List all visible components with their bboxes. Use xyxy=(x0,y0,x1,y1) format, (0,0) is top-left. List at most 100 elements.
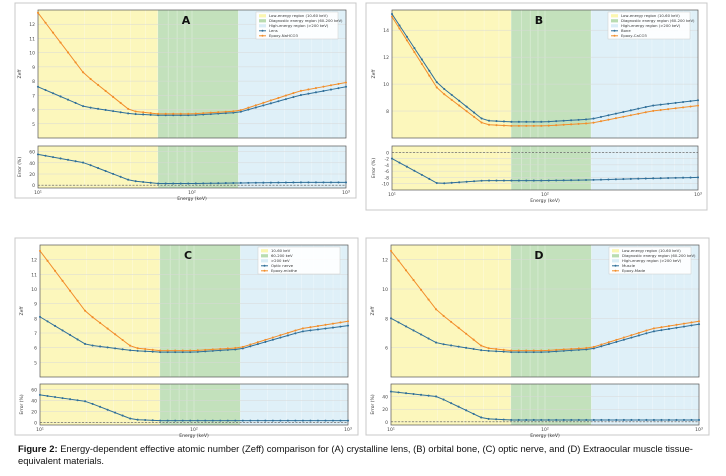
data-point xyxy=(667,108,670,111)
data-point xyxy=(413,169,416,172)
data-point xyxy=(675,418,678,422)
data-point xyxy=(390,15,394,18)
data-point xyxy=(66,51,70,54)
data-point xyxy=(398,27,401,30)
data-point xyxy=(142,113,145,116)
data-point xyxy=(234,346,237,350)
data-point xyxy=(443,93,446,96)
panel-label: D xyxy=(534,249,543,262)
axes-frame xyxy=(37,9,347,139)
data-point xyxy=(277,100,280,103)
data-point xyxy=(224,110,227,113)
data-point xyxy=(264,338,267,341)
data-point xyxy=(584,178,588,182)
data-point xyxy=(151,348,154,351)
x-axis-label: Energy (keV) xyxy=(530,433,560,439)
series-line xyxy=(37,153,346,185)
data-point xyxy=(129,349,132,352)
legend-label: High-energy region (>200 keV) xyxy=(621,23,681,28)
data-point xyxy=(637,112,640,115)
x-tick-label: 102 xyxy=(188,190,196,197)
data-point xyxy=(435,395,438,398)
data-point xyxy=(405,35,408,38)
data-point xyxy=(428,177,431,180)
legend-marker xyxy=(613,29,616,32)
data-point xyxy=(322,85,325,88)
data-point xyxy=(397,321,400,324)
data-point xyxy=(547,124,550,127)
data-point xyxy=(202,182,205,185)
y-tick-label: 12 xyxy=(31,258,37,264)
data-point xyxy=(652,109,655,112)
data-point xyxy=(59,95,62,98)
data-point xyxy=(217,182,220,185)
data-point xyxy=(254,106,257,109)
y-tick-label: -6 xyxy=(385,169,390,175)
legend: Low-energy region (10-60 keV)Diagnostic … xyxy=(255,11,343,40)
data-point xyxy=(622,336,625,339)
data-point xyxy=(600,345,603,348)
data-point xyxy=(397,259,400,262)
data-point xyxy=(226,419,229,422)
data-point xyxy=(540,351,543,354)
x-tick-label: 103 xyxy=(694,192,702,199)
data-point xyxy=(644,111,647,114)
data-point xyxy=(450,320,453,323)
data-point xyxy=(239,181,242,184)
data-point xyxy=(622,178,625,181)
data-point xyxy=(329,84,333,87)
data-point xyxy=(149,112,152,115)
data-point xyxy=(592,117,595,120)
legend-label: Low-energy region (10-60 keV) xyxy=(269,13,328,18)
legend-label: High-energy region (>200 keV) xyxy=(622,258,682,263)
data-point xyxy=(413,51,416,54)
data-point xyxy=(637,334,640,337)
data-point xyxy=(629,109,632,112)
data-point xyxy=(667,102,670,105)
top-ylabel: Zeff xyxy=(17,69,23,79)
data-point xyxy=(495,179,498,182)
data-point xyxy=(51,92,55,95)
data-point xyxy=(294,419,297,422)
data-point xyxy=(339,419,342,422)
data-point xyxy=(607,118,610,121)
data-point xyxy=(555,120,558,123)
data-point xyxy=(299,181,302,184)
data-point xyxy=(458,99,461,102)
data-point xyxy=(615,340,618,344)
data-point xyxy=(51,31,55,34)
data-point xyxy=(689,105,692,108)
legend-label: Diagnostic energy region (60-200 keV) xyxy=(621,18,695,23)
legend-swatch xyxy=(259,14,266,18)
data-point xyxy=(427,337,430,340)
data-point xyxy=(555,418,558,422)
data-point xyxy=(397,391,400,394)
data-point xyxy=(279,336,282,339)
diagnostic-region xyxy=(510,245,592,377)
data-point xyxy=(652,177,655,180)
bottom-ylabel: Error (%) xyxy=(371,158,377,178)
x-tick-label: 103 xyxy=(344,427,352,434)
y-tick-label: 8 xyxy=(386,109,389,115)
data-point xyxy=(38,249,42,252)
data-point xyxy=(540,124,543,127)
legend-label: Muscle xyxy=(622,263,636,268)
data-point xyxy=(540,349,543,352)
data-point xyxy=(76,399,79,402)
high-energy-region xyxy=(591,146,698,190)
y-tick-label: 9 xyxy=(34,302,37,308)
bottom-axes: 0 20 40 Error (%) 101 102 103 xyxy=(370,383,703,433)
panel-frame xyxy=(365,237,710,436)
data-point xyxy=(262,101,265,104)
diagnostic-region xyxy=(159,384,241,425)
y-tick-label: 6 xyxy=(385,346,388,352)
data-point xyxy=(269,99,272,102)
data-point xyxy=(294,329,297,332)
y-tick-label: 5 xyxy=(32,122,35,128)
data-point xyxy=(570,119,573,122)
data-point xyxy=(555,348,558,351)
data-point xyxy=(226,347,229,350)
data-point xyxy=(404,325,408,328)
